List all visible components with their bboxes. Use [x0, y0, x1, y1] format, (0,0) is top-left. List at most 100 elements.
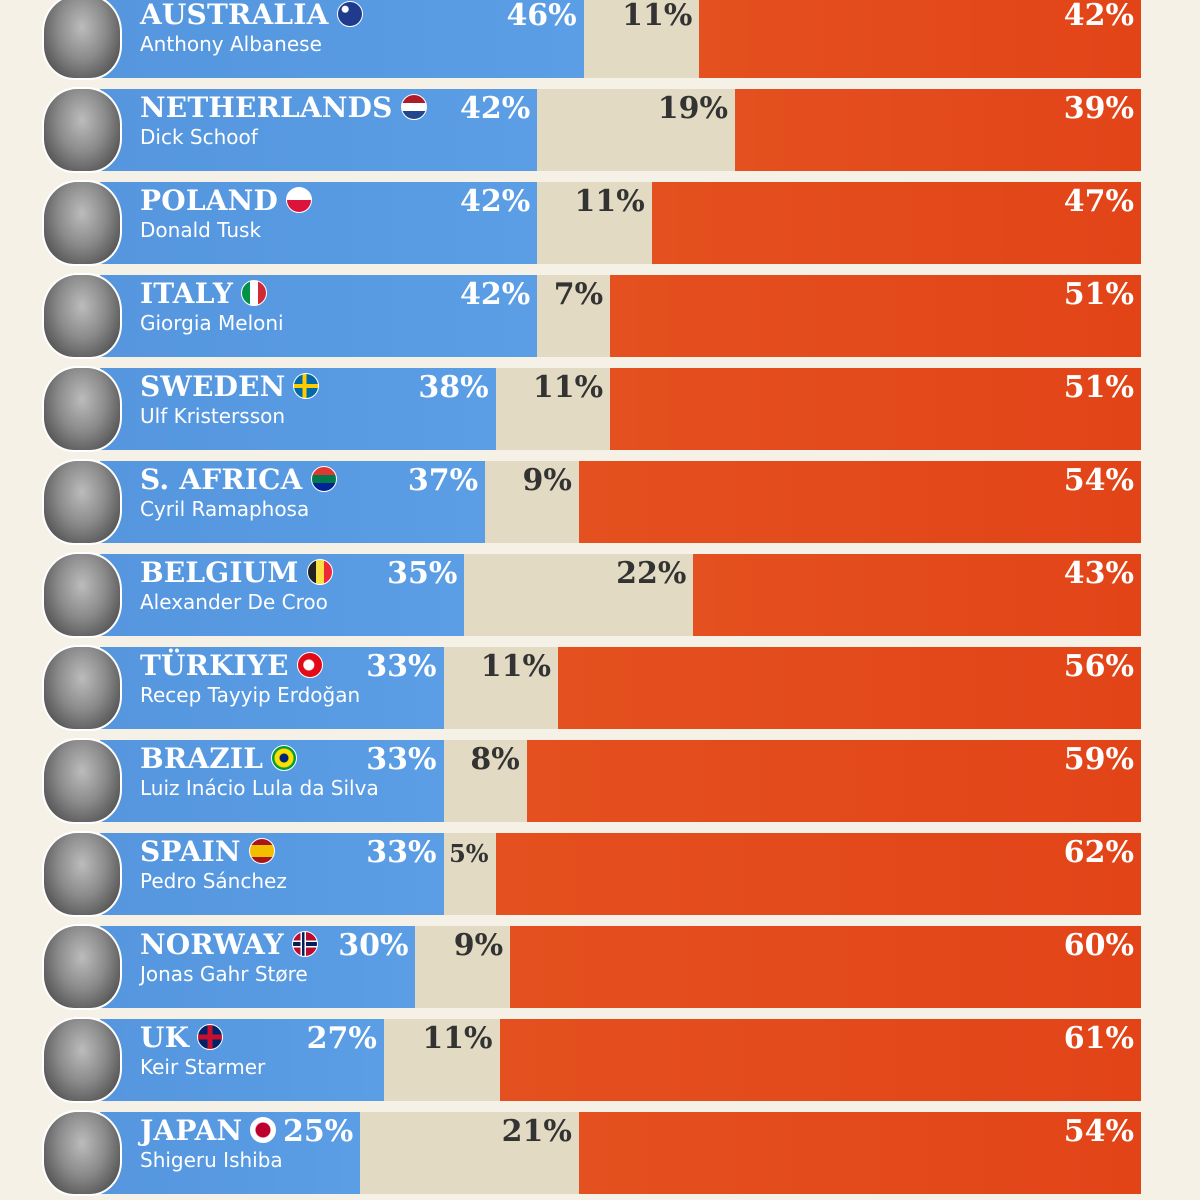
disapprove-value-label: 42% [1063, 0, 1134, 33]
approve-value-label: 42% [459, 91, 531, 126]
chart-row: AUSTRALIA Anthony Albanese 46% 11% 42% [0, 0, 1200, 80]
country-label: ITALY [140, 277, 268, 310]
country-name: BRAZIL [140, 742, 264, 775]
disapprove-bar [499, 1019, 1141, 1101]
country-label: S. AFRICA [140, 463, 337, 496]
country-name: JAPAN [140, 1114, 243, 1147]
approve-value-label: 35% [387, 556, 458, 591]
chart-row: BELGIUM Alexander De Croo 35% 22% 43% [0, 552, 1200, 638]
disapprove-value-label: 39% [1063, 91, 1134, 126]
disapprove-value-label: 51% [1063, 277, 1134, 312]
approve-value-label: 33% [366, 835, 437, 870]
chart-row: JAPAN Shigeru Ishiba 25% 21% 54% [0, 1110, 1200, 1196]
unsure-value-label: 8% [470, 742, 520, 777]
country-name: SWEDEN [140, 370, 286, 403]
unsure-value-label: 11% [532, 370, 604, 405]
disapprove-bar [735, 89, 1141, 171]
disapprove-value-label: 54% [1063, 1114, 1134, 1149]
chart-row: TÜRKIYE Recep Tayyip Erdoğan 33% 11% 56% [0, 645, 1200, 731]
approve-value-label: 42% [459, 277, 531, 312]
leader-name: Keir Starmer [140, 1055, 266, 1079]
chart-row: NORWAY Jonas Gahr Støre 30% 9% 60% [0, 924, 1200, 1010]
leader-name: Recep Tayyip Erdoğan [140, 683, 361, 707]
disapprove-value-label: 62% [1063, 835, 1134, 870]
chart-row: BRAZIL Luiz Inácio Lula da Silva 33% 8% 59% [0, 738, 1200, 824]
chart-row: SPAIN Pedro Sánchez 33% 5% 62% [0, 831, 1200, 917]
approve-bar [100, 1019, 385, 1101]
unsure-bar [537, 275, 611, 357]
chart-row: NETHERLANDS Dick Schoof 42% 19% 39% [0, 87, 1200, 173]
country-name: AUSTRALIA [140, 0, 329, 31]
leader-name: Pedro Sánchez [140, 869, 287, 893]
disapprove-value-label: 51% [1063, 370, 1134, 405]
disapprove-value-label: 59% [1063, 742, 1134, 777]
disapprove-value-label: 43% [1063, 556, 1134, 591]
unsure-value-label: 19% [657, 91, 729, 126]
unsure-bar [443, 833, 497, 915]
approve-value-label: 37% [407, 463, 479, 498]
country-label: POLAND [140, 184, 312, 217]
leader-name: Giorgia Meloni [140, 311, 284, 335]
south-africa-flag-icon [310, 466, 337, 492]
leader-name: Luiz Inácio Lula da Silva [140, 776, 379, 800]
approve-value-label: 46% [506, 0, 577, 33]
country-label: NETHERLANDS [140, 91, 427, 124]
approve-bar [100, 1112, 361, 1194]
disapprove-bar [699, 0, 1141, 78]
leader-portrait [42, 924, 122, 1010]
unsure-bar [583, 0, 700, 78]
leader-portrait [42, 552, 122, 638]
country-name: UK [140, 1021, 190, 1054]
chart-row: SWEDEN Ulf Kristersson 38% 11% 51% [0, 366, 1200, 452]
unsure-bar [537, 182, 653, 264]
unsure-value-label: 11% [574, 184, 645, 219]
country-label: NORWAY [140, 928, 318, 961]
unsure-bar [443, 647, 559, 729]
disapprove-value-label: 56% [1063, 649, 1134, 684]
unsure-bar [360, 1112, 580, 1194]
country-label: BELGIUM [140, 556, 333, 589]
disapprove-bar [526, 740, 1141, 822]
chart-row: POLAND Donald Tusk 42% 11% 47% [0, 180, 1200, 266]
chart-row: ITALY Giorgia Meloni 42% 7% 51% [0, 273, 1200, 359]
japan-flag-icon [250, 1117, 277, 1143]
leader-portrait [42, 87, 122, 173]
unsure-bar [537, 89, 736, 171]
country-label: UK [140, 1021, 224, 1054]
leader-portrait [42, 1017, 122, 1103]
unsure-value-label: 9% [453, 928, 504, 963]
unsure-value-label: 11% [622, 0, 693, 33]
country-name: NORWAY [140, 928, 284, 961]
unsure-bar [443, 740, 528, 822]
disapprove-bar [510, 926, 1141, 1008]
unsure-bar [415, 926, 511, 1008]
chart-row: UK Keir Starmer 27% 11% 61% [0, 1017, 1200, 1103]
country-label: SWEDEN [140, 370, 320, 403]
country-label: JAPAN [140, 1114, 277, 1147]
italy-flag-icon [241, 280, 268, 306]
unsure-value-label: 11% [480, 649, 552, 684]
approve-value-label: 25% [282, 1114, 354, 1149]
leader-name: Ulf Kristersson [140, 404, 286, 428]
approve-value-label: 33% [366, 742, 437, 777]
leader-name: Anthony Albanese [140, 32, 322, 56]
approve-bar [100, 275, 538, 357]
country-label: TÜRKIYE [140, 649, 323, 682]
country-name: S. AFRICA [140, 463, 303, 496]
leader-portrait [42, 645, 122, 731]
leader-portrait [42, 273, 122, 359]
approve-value-label: 30% [338, 928, 409, 963]
disapprove-bar [495, 833, 1141, 915]
approve-bar [100, 461, 486, 543]
leader-name: Shigeru Ishiba [140, 1148, 283, 1172]
country-name: BELGIUM [140, 556, 299, 589]
approve-value-label: 42% [459, 184, 531, 219]
disapprove-value-label: 60% [1063, 928, 1134, 963]
unsure-bar [383, 1019, 501, 1101]
australia-flag-icon [336, 1, 363, 27]
spain-flag-icon [248, 838, 275, 864]
leader-name: Donald Tusk [140, 218, 262, 242]
country-name: SPAIN [140, 835, 241, 868]
leader-portrait [42, 459, 122, 545]
